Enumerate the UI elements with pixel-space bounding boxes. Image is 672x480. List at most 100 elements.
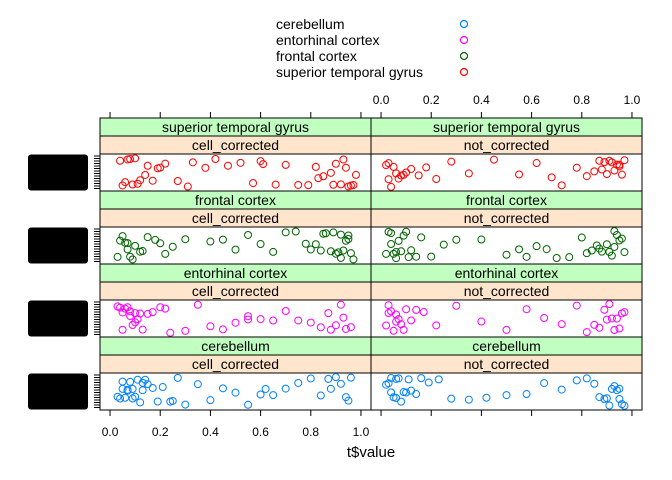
bottom-x-tick-label: 1.0 xyxy=(353,425,370,439)
data-point xyxy=(249,179,258,188)
panel: frontal cortex cell_corrected xyxy=(99,190,372,265)
correction-strip-label: cell_corrected xyxy=(192,283,279,299)
data-point xyxy=(148,383,157,392)
data-point xyxy=(121,238,130,247)
panel: superior temporal gyrus not_corrected xyxy=(370,117,643,192)
legend-label: superior temporal gyrus xyxy=(276,64,423,80)
legend-marker xyxy=(459,35,469,45)
correction-strip-label: not_corrected xyxy=(464,283,550,299)
data-point xyxy=(407,316,416,325)
data-point xyxy=(336,300,345,309)
plot-area xyxy=(370,299,643,338)
data-point xyxy=(131,318,140,327)
data-point xyxy=(620,401,629,410)
plot-area xyxy=(370,372,643,411)
data-point xyxy=(447,394,456,403)
data-point xyxy=(344,231,353,240)
data-point xyxy=(281,228,290,237)
data-point xyxy=(156,239,165,248)
correction-strip-label: not_corrected xyxy=(464,356,550,372)
data-point xyxy=(329,228,338,237)
data-point xyxy=(557,320,566,329)
data-point xyxy=(532,159,541,168)
plot-area xyxy=(99,372,372,411)
data-point xyxy=(291,227,300,236)
data-point xyxy=(572,376,581,385)
data-point xyxy=(271,180,280,189)
data-point xyxy=(341,163,350,172)
bottom-x-axis: 0.0 0.2 0.4 0.6 0.8 1.0 xyxy=(102,410,633,439)
data-point xyxy=(118,325,127,334)
y-tick-labels-overplotted xyxy=(28,373,88,410)
data-point xyxy=(615,162,624,171)
data-point xyxy=(123,303,132,312)
data-point xyxy=(577,233,586,242)
data-point xyxy=(121,393,130,402)
correction-strip-label: cell_corrected xyxy=(192,210,279,226)
data-point xyxy=(617,400,626,409)
data-point xyxy=(126,312,135,321)
bottom-x-tick-label: 0.8 xyxy=(302,425,319,439)
data-point xyxy=(612,160,621,169)
data-point xyxy=(394,236,403,245)
data-point xyxy=(206,322,215,331)
data-point xyxy=(256,315,265,324)
data-point xyxy=(432,175,441,184)
data-point xyxy=(392,247,401,256)
region-strip-label: cerebellum xyxy=(472,338,540,354)
data-point xyxy=(131,241,140,250)
data-point xyxy=(123,245,132,254)
data-point xyxy=(600,305,609,314)
data-point xyxy=(351,170,360,179)
data-point xyxy=(397,247,406,256)
bottom-x-tick-label: 0.2 xyxy=(152,425,169,439)
data-point xyxy=(384,159,393,168)
data-point xyxy=(123,239,132,248)
data-point xyxy=(522,305,531,314)
data-point xyxy=(123,385,132,394)
data-point xyxy=(595,323,604,332)
data-point xyxy=(600,158,609,167)
data-point xyxy=(223,161,232,170)
panel-grid: superior temporal gyruscell_correctedsup… xyxy=(99,117,643,411)
data-point xyxy=(244,230,253,239)
x-axis-label: t$value xyxy=(347,444,395,461)
panel: superior temporal gyrus cell_corrected xyxy=(99,117,372,192)
region-strip-label: cerebellum xyxy=(201,338,269,354)
data-point xyxy=(615,384,624,393)
data-point xyxy=(412,305,421,314)
data-point xyxy=(116,236,125,245)
data-point xyxy=(138,386,147,395)
data-point xyxy=(572,163,581,172)
data-point xyxy=(387,388,396,397)
data-point xyxy=(502,250,511,259)
data-point xyxy=(349,255,358,264)
y-tick-labels-overplotted xyxy=(28,300,88,337)
data-point xyxy=(118,232,127,241)
data-point xyxy=(126,377,135,386)
data-point xyxy=(341,324,350,333)
data-point xyxy=(336,180,345,189)
region-strip-label: frontal cortex xyxy=(466,192,547,208)
data-point xyxy=(256,240,265,249)
data-point xyxy=(540,313,549,322)
data-point xyxy=(193,380,202,389)
data-point xyxy=(136,309,145,318)
data-point xyxy=(128,255,137,264)
data-point xyxy=(387,182,396,191)
data-point xyxy=(256,157,265,166)
correction-strip-label: cell_corrected xyxy=(192,137,279,153)
data-point xyxy=(158,383,167,392)
data-point xyxy=(407,246,416,255)
data-point xyxy=(452,235,461,244)
data-point xyxy=(389,326,398,335)
data-point xyxy=(336,230,345,239)
data-point xyxy=(161,304,170,313)
data-point xyxy=(113,392,122,401)
data-point xyxy=(116,156,125,165)
data-point xyxy=(452,301,461,310)
data-point xyxy=(382,161,391,170)
data-point xyxy=(587,246,596,255)
data-point xyxy=(181,400,190,409)
data-point xyxy=(193,300,202,309)
